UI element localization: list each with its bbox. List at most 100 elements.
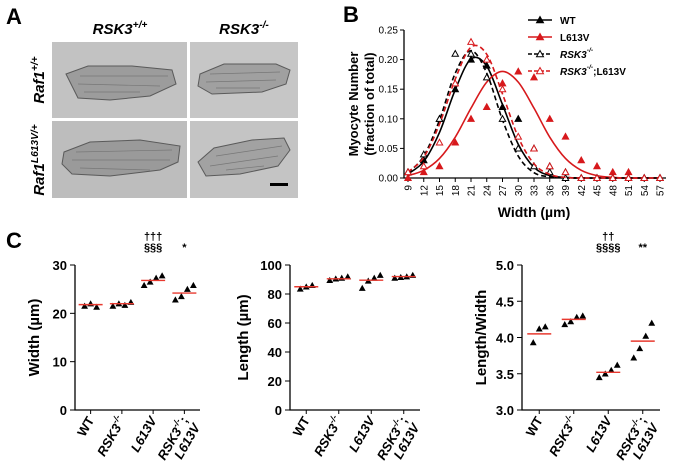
significance: §§§§ <box>596 242 620 254</box>
data-point <box>607 366 615 373</box>
y-tick-label: 0 <box>60 403 67 418</box>
data-point <box>529 339 537 346</box>
significance: §§§ <box>144 242 162 254</box>
data-point <box>573 313 581 320</box>
y-tick-label: 0.20 <box>379 55 399 66</box>
label-part: +/+ <box>30 56 41 71</box>
x-tick-label: RSK3-/- <box>544 413 580 459</box>
panel-label: A <box>6 4 22 29</box>
x-tick-label: 39 <box>561 185 572 197</box>
legend-marker <box>535 15 545 24</box>
data-point <box>451 84 460 93</box>
y-tick-label: 4.5 <box>496 294 514 309</box>
label-part: L613V <box>128 413 161 455</box>
legend-marker <box>535 49 545 58</box>
data-point <box>146 278 154 285</box>
scale-bar <box>270 183 288 186</box>
label-part: L613V <box>583 413 616 455</box>
x-tick-label: 57 <box>656 185 667 197</box>
data-point <box>435 161 444 170</box>
data-point <box>403 173 413 182</box>
data-point <box>482 73 491 81</box>
axis <box>521 265 660 411</box>
data-point <box>592 161 602 170</box>
legend-label: RSK3-/- <box>560 47 594 61</box>
x-axis-label: Width (µm) <box>498 204 570 220</box>
x-tick-label: 45 <box>593 185 604 197</box>
label-part: -/- <box>587 64 594 71</box>
data-point <box>376 271 384 278</box>
data-point <box>514 144 523 152</box>
legend-label: L613V <box>560 33 590 44</box>
label-part: RSK3 <box>93 21 134 38</box>
x-tick-label: 54 <box>640 185 651 197</box>
data-point <box>592 173 602 182</box>
data-point <box>595 373 603 381</box>
data-point <box>87 300 95 307</box>
data-point <box>358 284 366 291</box>
x-tick-label: RSK3-/-;L613V <box>372 412 423 470</box>
x-tick-label: 24 <box>482 185 493 197</box>
data-point <box>403 167 413 176</box>
label-part: L613V <box>346 413 379 455</box>
label-part: ; <box>634 414 649 425</box>
data-point <box>655 173 665 182</box>
data-point <box>183 285 191 292</box>
data-point <box>466 114 476 122</box>
data-point <box>189 281 197 289</box>
legend-label: RSK3-/-;L613V <box>560 64 626 78</box>
label-part: +/+ <box>133 20 148 31</box>
y-tick-label: 60 <box>268 316 282 331</box>
panel-label: B <box>343 2 359 27</box>
data-point <box>498 102 507 111</box>
data-point <box>326 276 334 283</box>
significance: ††† <box>144 231 162 243</box>
axis <box>403 30 666 179</box>
x-tick-label: 18 <box>451 185 462 197</box>
x-tick-label: 30 <box>514 185 525 197</box>
data-point <box>482 102 491 111</box>
label-part: RSK3 <box>311 421 342 459</box>
data-point <box>466 49 476 57</box>
data-point <box>482 55 491 63</box>
label-part: Raf1 <box>31 163 48 196</box>
data-point <box>451 138 460 146</box>
data-point <box>391 274 399 281</box>
panel-label: C <box>6 228 22 253</box>
y-tick-label: 3.5 <box>496 367 514 382</box>
y-tick-label: 100 <box>260 258 282 273</box>
x-tick-label: RSK3-/- <box>92 413 128 459</box>
data-point <box>640 173 649 182</box>
cell <box>65 65 177 101</box>
x-tick-label: RSK3-/-;L613V <box>611 412 662 470</box>
x-tick-label: RSK3-/- <box>309 413 345 459</box>
legend-label: WT <box>560 16 576 27</box>
label-part: RSK3 <box>219 21 260 38</box>
axis <box>74 265 200 411</box>
y-axis-label: Myocyte Number <box>346 52 361 157</box>
data-point <box>579 312 587 319</box>
data-point <box>152 274 160 281</box>
y-tick-label: 40 <box>268 345 282 360</box>
cell <box>61 139 181 177</box>
label-part: RSK3 <box>560 50 587 61</box>
data-point <box>498 114 507 122</box>
data-point <box>514 114 523 122</box>
y-tick-label: 0.00 <box>379 174 399 185</box>
y-tick-label: 0.05 <box>379 144 399 155</box>
cell <box>197 137 291 177</box>
y-tick-label: 0.15 <box>379 85 399 96</box>
data-point <box>435 138 444 146</box>
data-point <box>498 84 507 93</box>
data-point <box>514 67 523 75</box>
label-part: L613V/+ <box>30 124 41 163</box>
x-tick-label: WT <box>74 414 97 439</box>
column-label: RSK3+/+ <box>93 20 148 38</box>
label-part: -/- <box>259 20 269 31</box>
y-tick-label: 3.0 <box>496 403 514 418</box>
data-point <box>482 61 491 69</box>
data-point <box>577 173 586 182</box>
data-point <box>81 302 89 309</box>
data-point <box>630 354 638 361</box>
